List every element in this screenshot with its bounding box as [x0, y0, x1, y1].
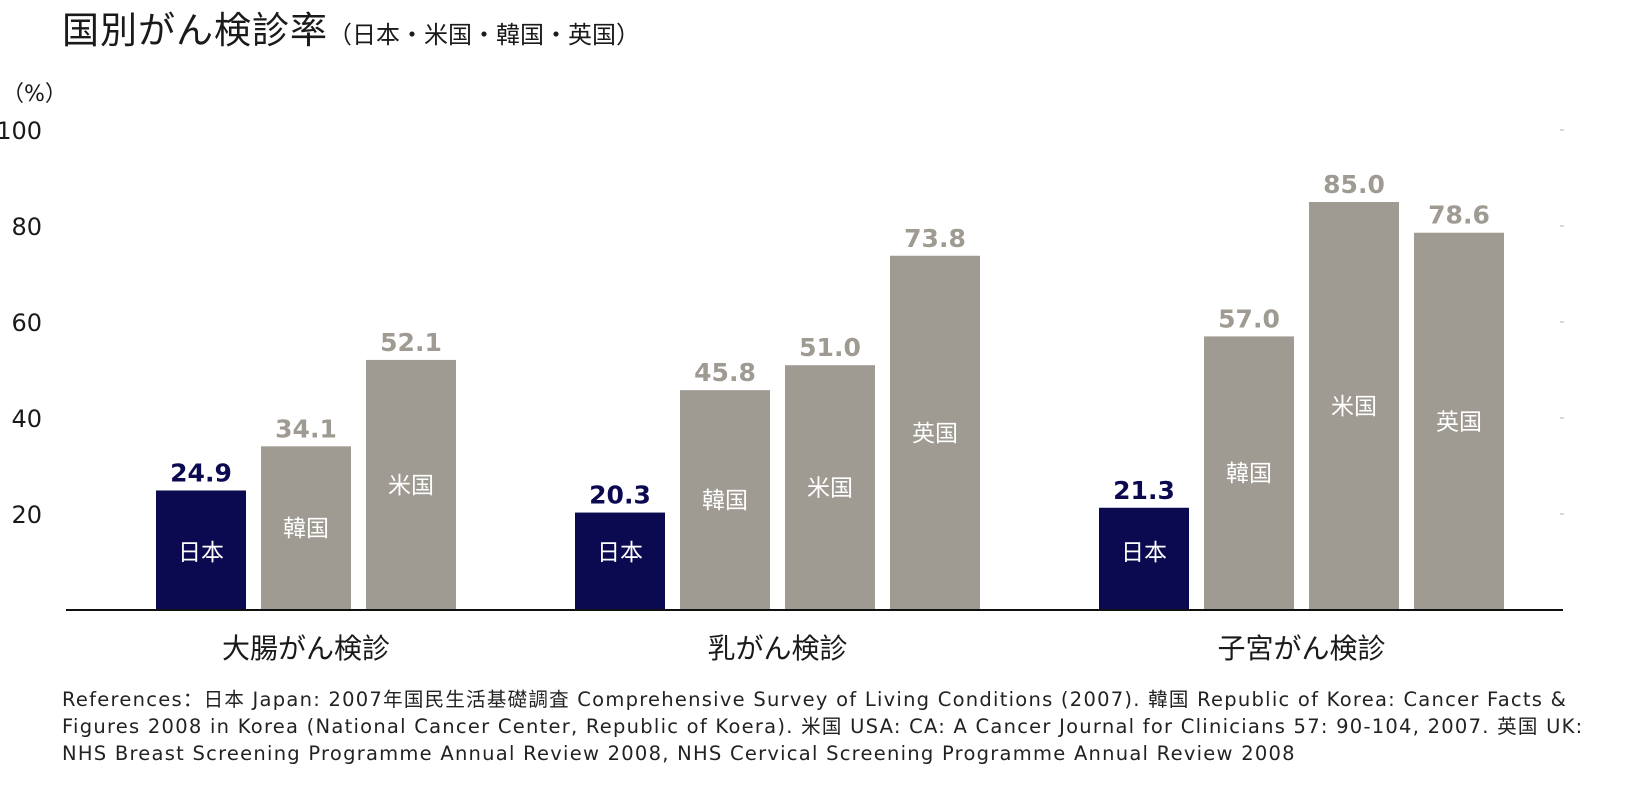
- bar-country-label: 日本: [178, 540, 224, 566]
- bar-0-1: [261, 446, 351, 610]
- bar-0-0: [156, 490, 246, 610]
- bar-value-label: 78.6: [1428, 201, 1490, 230]
- bar-value-label: 51.0: [799, 333, 861, 362]
- bar-1-2: [785, 365, 875, 610]
- bar-2-2: [1309, 202, 1399, 610]
- bar-country-label: 韓国: [702, 488, 748, 514]
- y-tick-label: 20: [11, 501, 42, 529]
- bar-country-label: 韓国: [1226, 461, 1272, 487]
- bar-country-label: 日本: [1121, 540, 1167, 566]
- category-label: 大腸がん検診: [222, 632, 390, 665]
- bar-country-label: 英国: [912, 421, 958, 447]
- bar-value-label: 57.0: [1218, 304, 1280, 333]
- bar-2-0: [1099, 507, 1189, 610]
- chart-title-main: 国別がん検診率: [62, 9, 328, 52]
- y-tick-label: 40: [11, 405, 42, 433]
- bar-country-label: 米国: [1331, 394, 1377, 420]
- chart-title-subtitle: （日本・米国・韓国・英国）: [328, 21, 640, 49]
- bar-value-label: 20.3: [589, 481, 651, 510]
- bar-2-3: [1414, 232, 1504, 610]
- y-tick-label: 60: [11, 309, 42, 337]
- bar-country-label: 日本: [597, 540, 643, 566]
- category-label: 子宮がん検診: [1217, 632, 1385, 665]
- y-tick-label: 80: [11, 213, 42, 241]
- bar-value-label: 52.1: [380, 328, 442, 357]
- bar-1-1: [680, 390, 770, 610]
- bar-value-label: 21.3: [1113, 476, 1175, 505]
- chart-title: 国別がん検診率（日本・米国・韓国・英国）: [62, 0, 640, 54]
- y-axis-unit: （%）: [2, 82, 67, 107]
- bar-2-1: [1204, 336, 1294, 610]
- bar-value-label: 34.1: [275, 414, 337, 443]
- bar-value-label: 73.8: [904, 224, 966, 253]
- bar-country-label: 英国: [1436, 409, 1482, 435]
- bar-value-label: 24.9: [170, 458, 232, 487]
- bar-0-2: [366, 359, 456, 610]
- references: References：日本 Japan: 2007年国民生活基礎調査 Compr…: [62, 688, 1584, 765]
- bar-value-label: 45.8: [694, 358, 756, 387]
- bar-value-label: 85.0: [1323, 170, 1385, 199]
- bar-country-label: 米国: [388, 473, 434, 499]
- category-label: 乳がん検診: [707, 632, 847, 665]
- bar-1-0: [575, 512, 665, 610]
- y-tick-label: 100: [0, 117, 42, 145]
- bar-1-3: [890, 255, 980, 610]
- bar-country-label: 米国: [807, 476, 853, 502]
- bar-country-label: 韓国: [283, 516, 329, 542]
